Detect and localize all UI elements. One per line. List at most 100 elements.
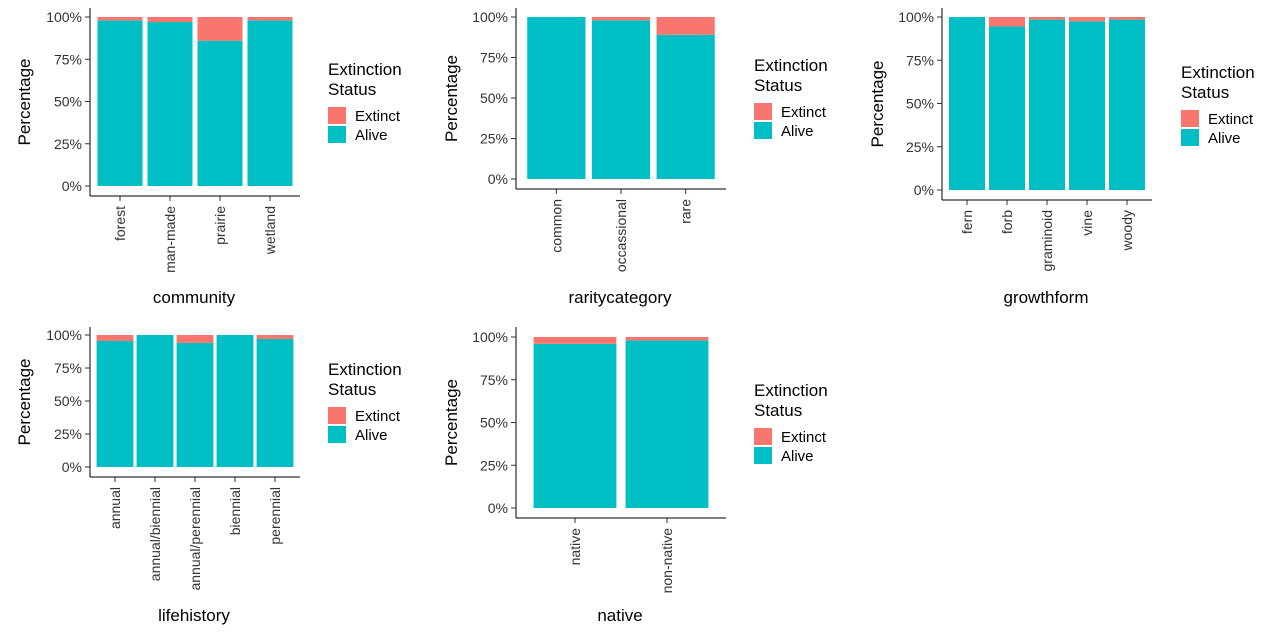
bar-alive-man-made [147,22,193,186]
bar-alive-wetland [247,20,293,186]
y-tick-label: 0% [488,500,508,516]
bar-alive-vine [1069,21,1105,191]
y-tick-label: 25% [54,136,82,152]
bar-extinct-prairie [197,17,243,41]
y-tick-label: 75% [54,360,82,376]
x-axis-title: community [153,288,236,307]
x-tick-label: vine [1079,210,1095,236]
bar-extinct-man-made [147,17,193,23]
bar-extinct-annual/perennial [176,335,214,343]
y-tick-label: 50% [906,96,934,112]
legend-label: Alive [781,448,814,465]
legend-label: Extinct [355,108,401,125]
legend-label: Extinct [1208,111,1254,128]
x-axis-title: raritycategory [569,288,672,307]
y-tick-label: 75% [54,51,82,67]
y-tick-label: 100% [898,9,934,25]
bar-alive-forest [97,20,143,186]
x-tick-label: non-native [659,528,675,594]
y-tick-label: 0% [62,178,82,194]
y-axis-title: Percentage [442,379,461,466]
legend-title: Extinction [1181,63,1255,82]
legend-key-extinct [328,107,346,124]
bar-alive-common [527,17,586,179]
x-tick-label: forest [112,206,128,241]
y-axis-title: Percentage [868,61,887,148]
y-tick-label: 75% [480,372,508,388]
bar-extinct-rare [656,17,715,35]
legend-label: Extinct [355,408,401,425]
legend-label: Alive [1208,130,1241,147]
x-tick-label: forb [999,210,1015,234]
y-tick-label: 25% [906,139,934,155]
legend-title: Extinction [328,360,402,379]
y-tick-label: 50% [54,393,82,409]
legend-title: Status [754,401,802,420]
y-tick-label: 50% [480,90,508,106]
y-tick-label: 25% [54,426,82,442]
y-tick-label: 0% [488,171,508,187]
legend-label: Alive [781,123,814,140]
bar-extinct-non-native [625,337,709,341]
legend-key-extinct [328,407,346,424]
y-tick-label: 50% [54,94,82,110]
y-tick-label: 100% [46,9,82,25]
bar-extinct-woody [1109,17,1145,20]
x-tick-label: native [567,528,583,566]
legend-title: Status [328,380,376,399]
legend-title: Status [328,80,376,99]
x-tick-label: graminoid [1039,210,1055,271]
x-tick-label: biennial [227,487,243,535]
legend-key-alive [328,126,346,143]
bar-alive-occassional [591,20,651,179]
legend-label: Extinct [781,104,827,121]
legend-key-extinct [754,103,772,120]
bar-extinct-perennial [256,335,294,339]
bar-extinct-wetland [247,17,293,21]
legend-title: Extinction [754,381,828,400]
y-tick-label: 0% [914,182,934,198]
x-tick-label: woody [1119,210,1135,251]
legend-label: Alive [355,427,388,444]
bar-alive-biennial [216,335,254,467]
legend-label: Alive [355,127,388,144]
y-tick-label: 100% [472,9,508,25]
x-axis-title: growthform [1003,288,1088,307]
legend-title: Status [754,76,802,95]
x-tick-label: man-made [162,206,178,273]
bar-extinct-native [533,337,617,344]
legend-key-extinct [754,428,772,445]
legend-key-alive [328,426,346,443]
bar-extinct-occassional [591,17,651,21]
bar-alive-annual/biennial [136,335,174,467]
y-tick-label: 0% [62,459,82,475]
bar-alive-non-native [625,340,709,508]
x-axis-title: native [597,606,642,625]
bar-alive-native [533,343,617,508]
x-tick-label: annual [107,487,123,529]
bar-alive-fern [949,17,985,190]
legend-title: Extinction [328,60,402,79]
bar-alive-prairie [197,40,243,186]
x-tick-label: occassional [613,199,629,272]
y-tick-label: 100% [46,327,82,343]
legend-key-alive [1181,129,1199,146]
x-tick-label: prairie [212,206,228,245]
x-tick-label: annual/perennial [187,487,203,591]
bar-extinct-forb [989,17,1025,27]
bar-extinct-annual [96,335,134,341]
y-axis-title: Percentage [442,55,461,142]
legend-label: Extinct [781,429,827,446]
y-axis-title: Percentage [15,59,34,146]
bar-alive-rare [656,34,715,179]
bar-extinct-vine [1069,17,1105,22]
y-tick-label: 100% [472,329,508,345]
panel-raritycategory: common occassional rare 0% 25% 50% 75% 100% Perc… [442,8,828,307]
y-tick-label: 25% [480,457,508,473]
